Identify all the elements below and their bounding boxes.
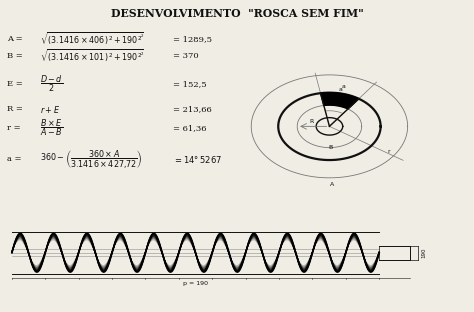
Text: $^2$: $^2$	[140, 51, 144, 56]
Text: B: B	[329, 145, 333, 150]
Text: a: a	[338, 87, 342, 92]
Text: = 370: = 370	[173, 52, 199, 60]
Text: $360 - \left(\dfrac{360 \times A}{3.1416 \times 427{,}72}\right)$: $360 - \left(\dfrac{360 \times A}{3.1416…	[40, 148, 143, 170]
Text: A =: A =	[7, 35, 23, 43]
Text: A: A	[330, 182, 334, 187]
Text: p = 190: p = 190	[183, 281, 208, 286]
Polygon shape	[320, 93, 359, 109]
Text: a =: a =	[7, 155, 22, 163]
Text: $= 14°\,5267$: $= 14°\,5267$	[173, 154, 222, 165]
Text: r =: r =	[7, 124, 21, 132]
Text: DESENVOLVIMENTO  "ROSCA SEM FIM": DESENVOLVIMENTO "ROSCA SEM FIM"	[110, 8, 364, 19]
Text: $\dfrac{B \times E}{A - B}$: $\dfrac{B \times E}{A - B}$	[40, 118, 64, 138]
Text: E =: E =	[7, 80, 23, 88]
Text: $r + E$: $r + E$	[40, 104, 61, 115]
Text: $\sqrt{(3.1416 \times 406\,)^2 + 190^2}$: $\sqrt{(3.1416 \times 406\,)^2 + 190^2}$	[40, 30, 144, 48]
Text: R =: R =	[7, 105, 23, 113]
Text: $^2$: $^2$	[140, 34, 144, 39]
Text: = 61,36: = 61,36	[173, 124, 207, 132]
Text: r: r	[388, 149, 390, 154]
Text: B =: B =	[7, 52, 23, 60]
Text: a: a	[342, 84, 346, 89]
Text: = 213,66: = 213,66	[173, 105, 212, 113]
Text: = 1289,5: = 1289,5	[173, 35, 212, 43]
Text: $\sqrt{(3.1416 \times 101\,)^2 + 190^2}$: $\sqrt{(3.1416 \times 101\,)^2 + 190^2}$	[40, 47, 144, 65]
Text: R: R	[310, 119, 314, 124]
Text: $\dfrac{D - d}{2}$: $\dfrac{D - d}{2}$	[40, 74, 64, 95]
Text: 190: 190	[421, 247, 427, 258]
Text: = 152,5: = 152,5	[173, 80, 207, 88]
